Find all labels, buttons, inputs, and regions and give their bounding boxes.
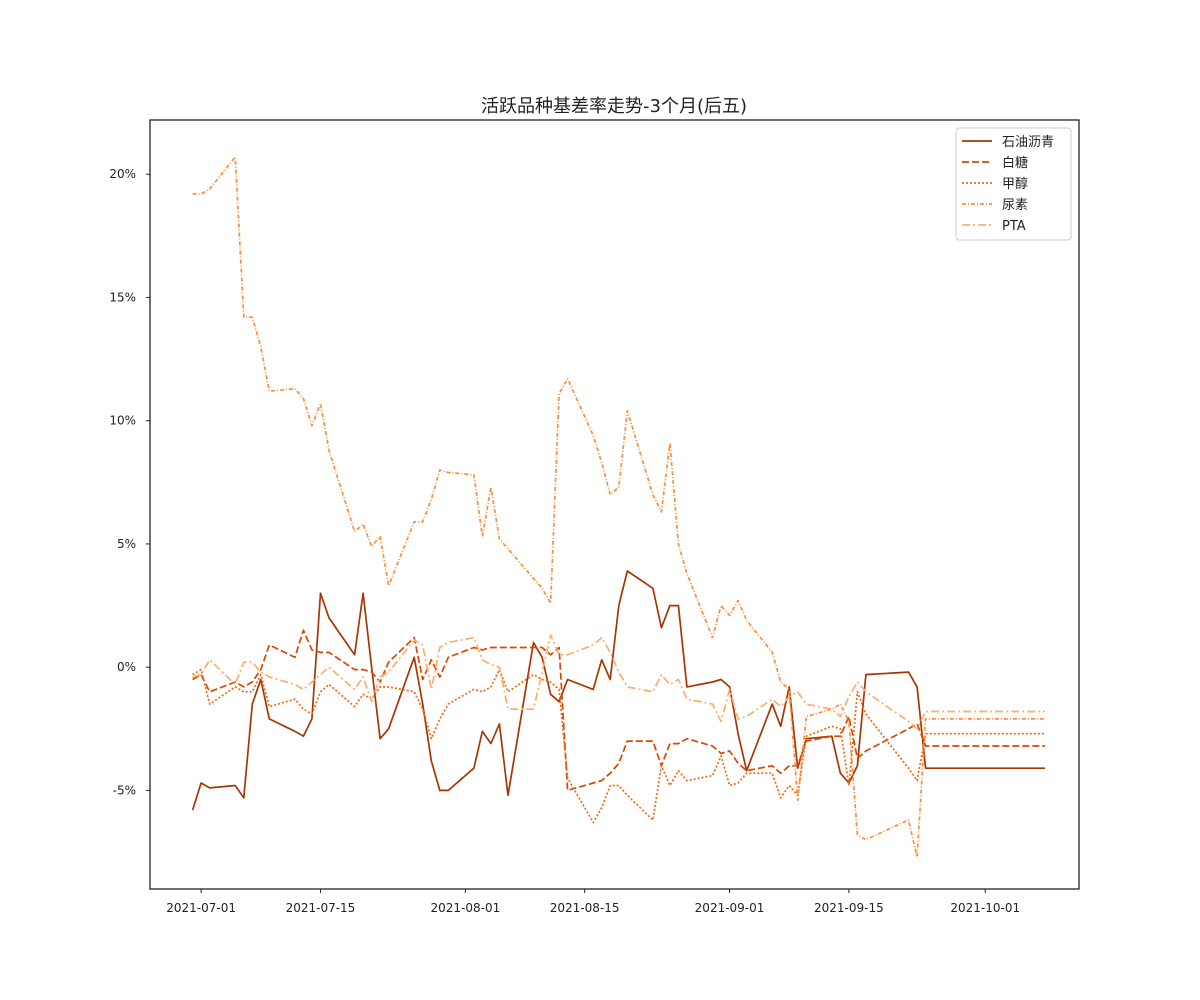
series-line-3 (192, 668, 1045, 824)
y-tick-label: 20% (109, 167, 136, 181)
y-tick-label: 0% (117, 660, 136, 674)
legend-label: 白糖 (1002, 155, 1028, 171)
x-tick-label: 2021-09-15 (814, 901, 884, 915)
y-tick-label: 10% (109, 414, 136, 428)
legend-label: 甲醇 (1002, 176, 1028, 192)
chart-title: 活跃品种基差率走势-3个月(后五) (481, 96, 747, 117)
legend-box (955, 127, 1072, 241)
y-tick-label: -5% (113, 783, 136, 797)
x-axis: 2021-07-01 2021-07-15 2021-08-01 2021-08-15… (166, 889, 1020, 915)
series-line-5 (192, 634, 1045, 730)
legend-label: 石油沥青 (1002, 135, 1054, 150)
x-tick-label: 2021-08-15 (550, 901, 620, 915)
series-layer (191, 156, 1045, 858)
legend-label: 尿素 (1002, 198, 1028, 213)
x-tick-label: 2021-07-01 (166, 901, 236, 915)
legend-label: PTA (1002, 219, 1026, 234)
y-axis: -5% 0% 5% 10% 15% 20% (109, 167, 150, 797)
series-line-1 (191, 570, 1045, 811)
x-tick-label: 2021-08-01 (430, 901, 500, 915)
y-tick-label: 15% (109, 290, 136, 304)
series-line-4 (192, 156, 1045, 858)
y-tick-label: 5% (117, 537, 136, 551)
series-line-2 (192, 629, 1045, 792)
plot-frame (149, 119, 1080, 890)
x-tick-label: 2021-07-15 (286, 901, 356, 915)
x-tick-label: 2021-09-01 (695, 901, 765, 915)
x-tick-label: 2021-10-01 (950, 901, 1020, 915)
